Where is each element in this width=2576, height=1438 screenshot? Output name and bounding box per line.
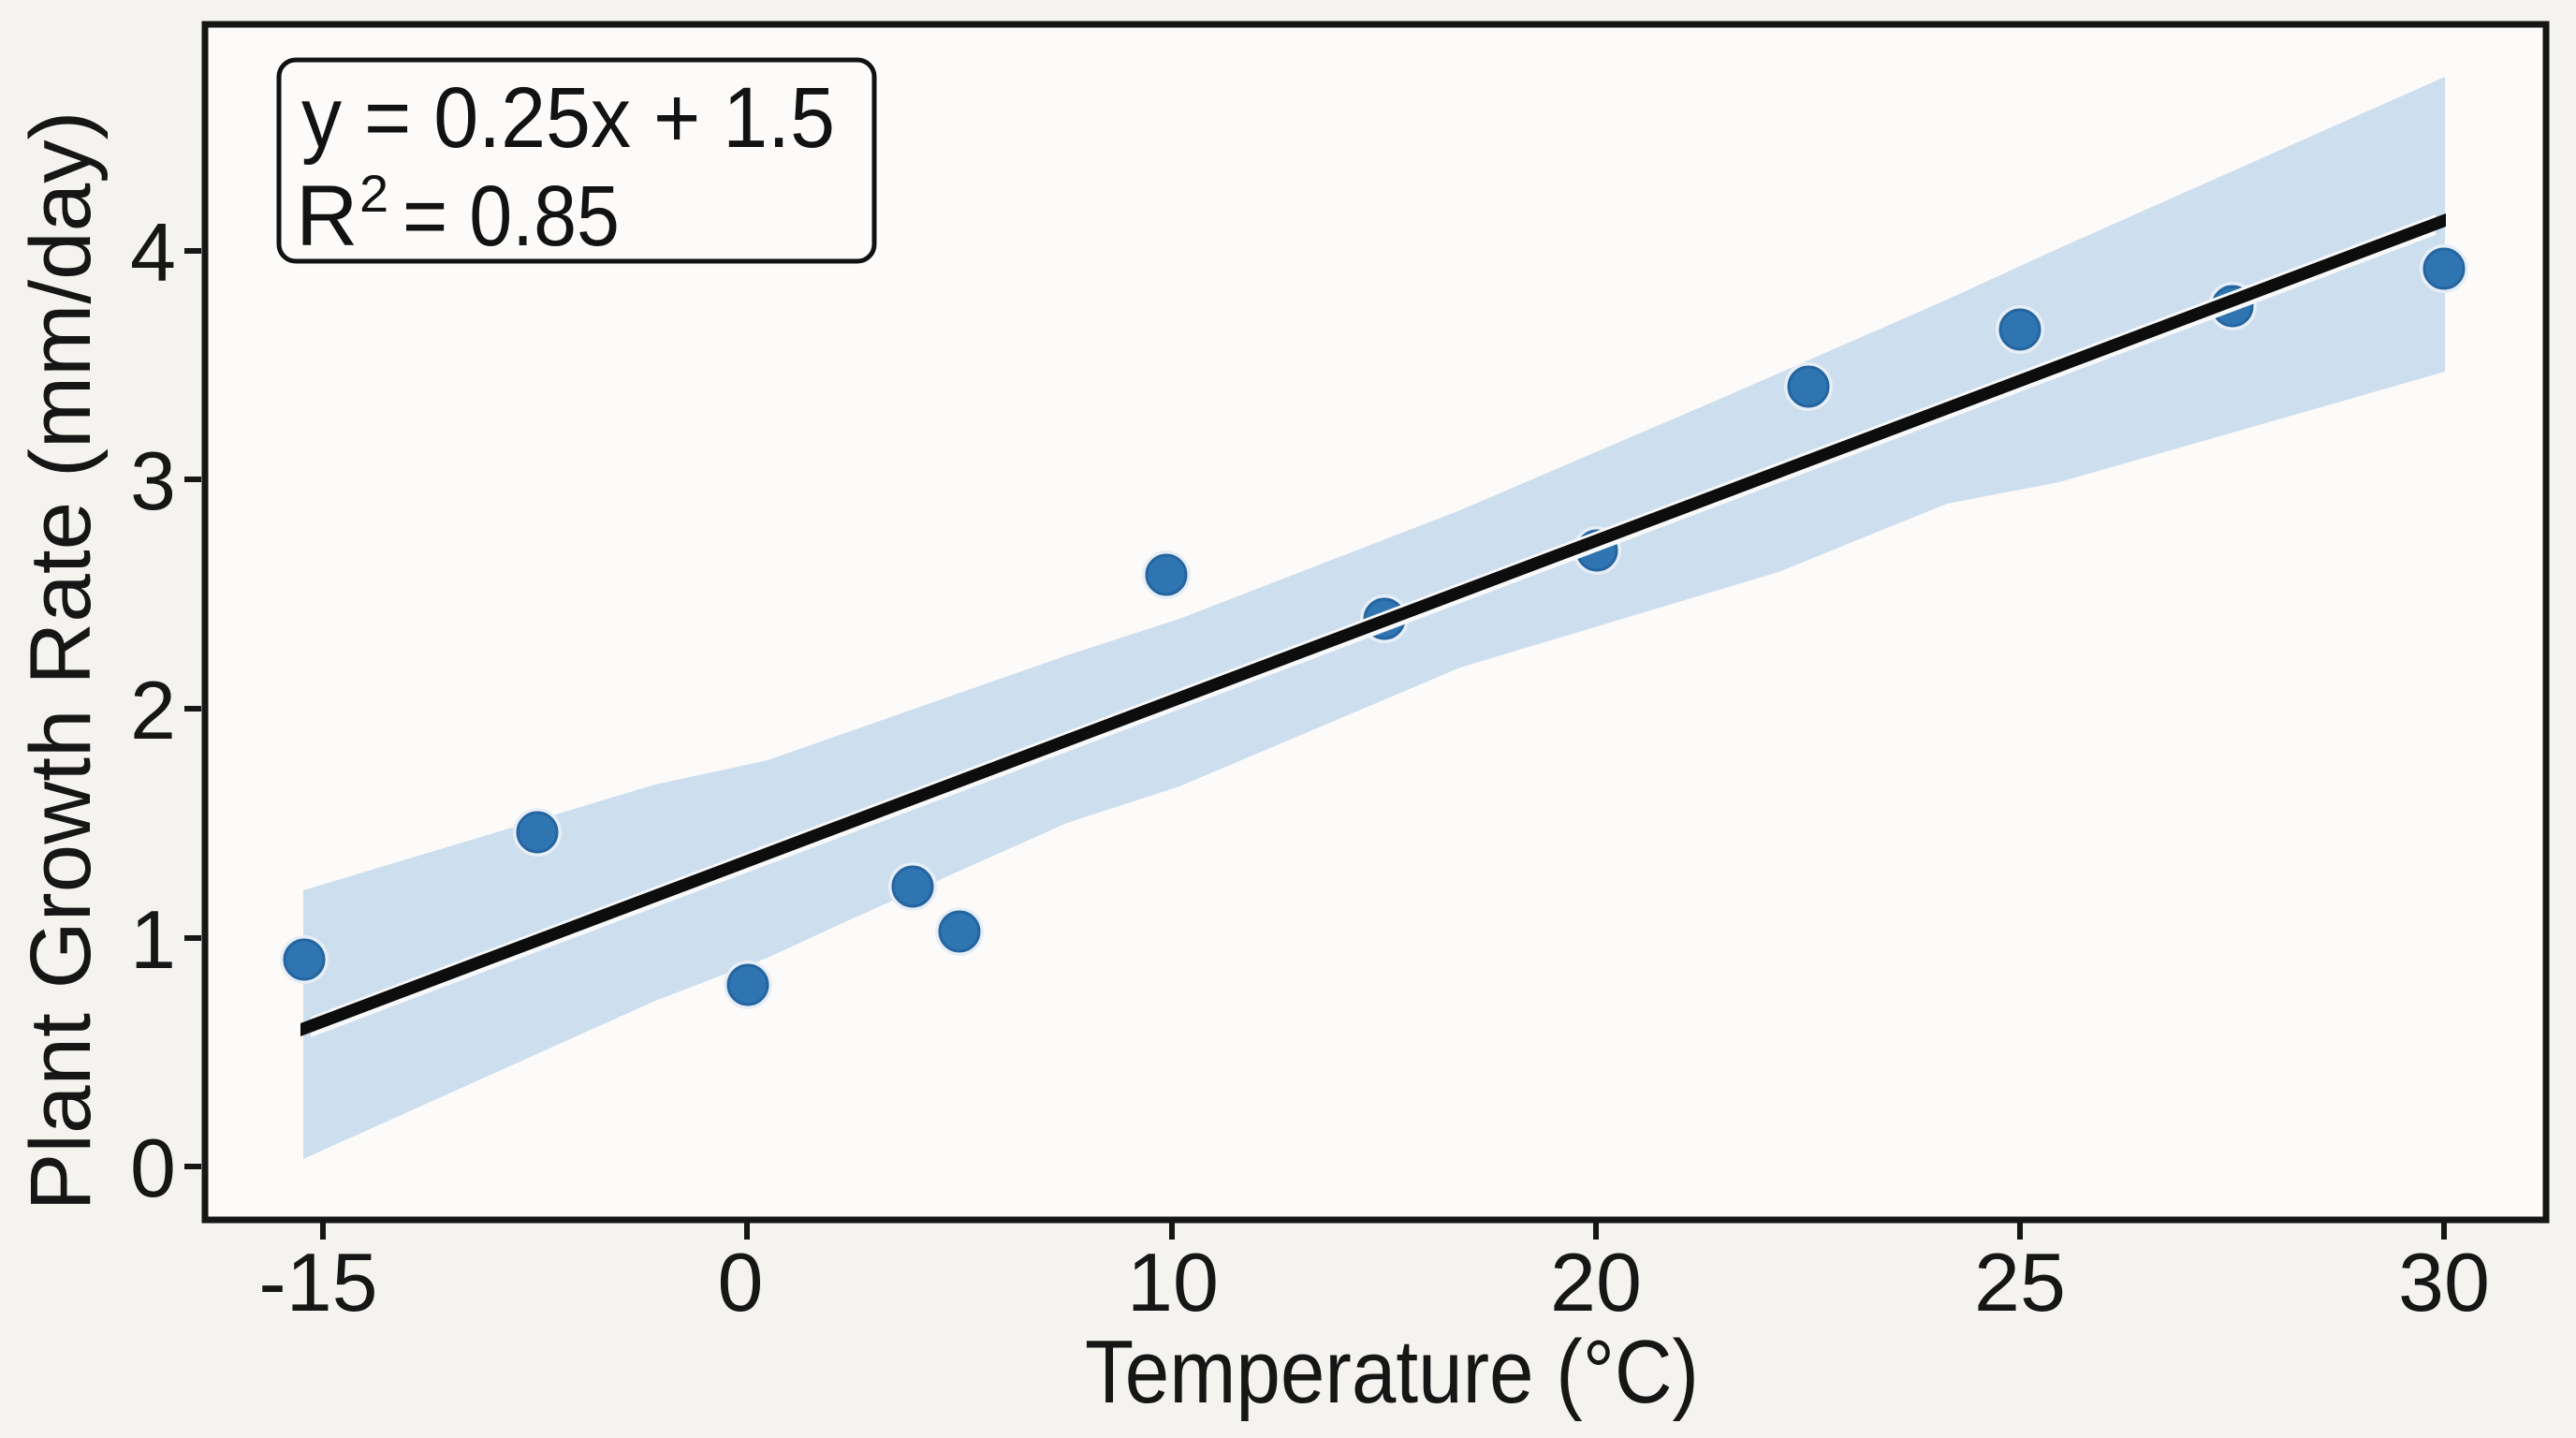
- svg-text:30: 30: [2398, 1236, 2490, 1328]
- svg-text:R: R: [296, 169, 358, 264]
- svg-text:20: 20: [1550, 1236, 1642, 1328]
- svg-text:1: 1: [130, 893, 176, 986]
- svg-text:3: 3: [130, 434, 176, 527]
- svg-text:25: 25: [1974, 1236, 2066, 1328]
- svg-text:4: 4: [130, 206, 176, 299]
- svg-text:0: 0: [130, 1122, 176, 1214]
- svg-text:Temperature (°C): Temperature (°C): [1085, 1322, 1699, 1422]
- svg-text:2: 2: [130, 664, 176, 756]
- svg-text:= 0.85: = 0.85: [402, 169, 620, 264]
- svg-text:y = 0.25x + 1.5: y = 0.25x + 1.5: [301, 70, 835, 166]
- svg-text:Plant Growth Rate (mm/day): Plant Growth Rate (mm/day): [13, 111, 109, 1211]
- svg-text:-15: -15: [258, 1236, 377, 1328]
- svg-text:10: 10: [1127, 1236, 1219, 1328]
- svg-text:2: 2: [359, 164, 388, 223]
- svg-text:0: 0: [718, 1236, 764, 1328]
